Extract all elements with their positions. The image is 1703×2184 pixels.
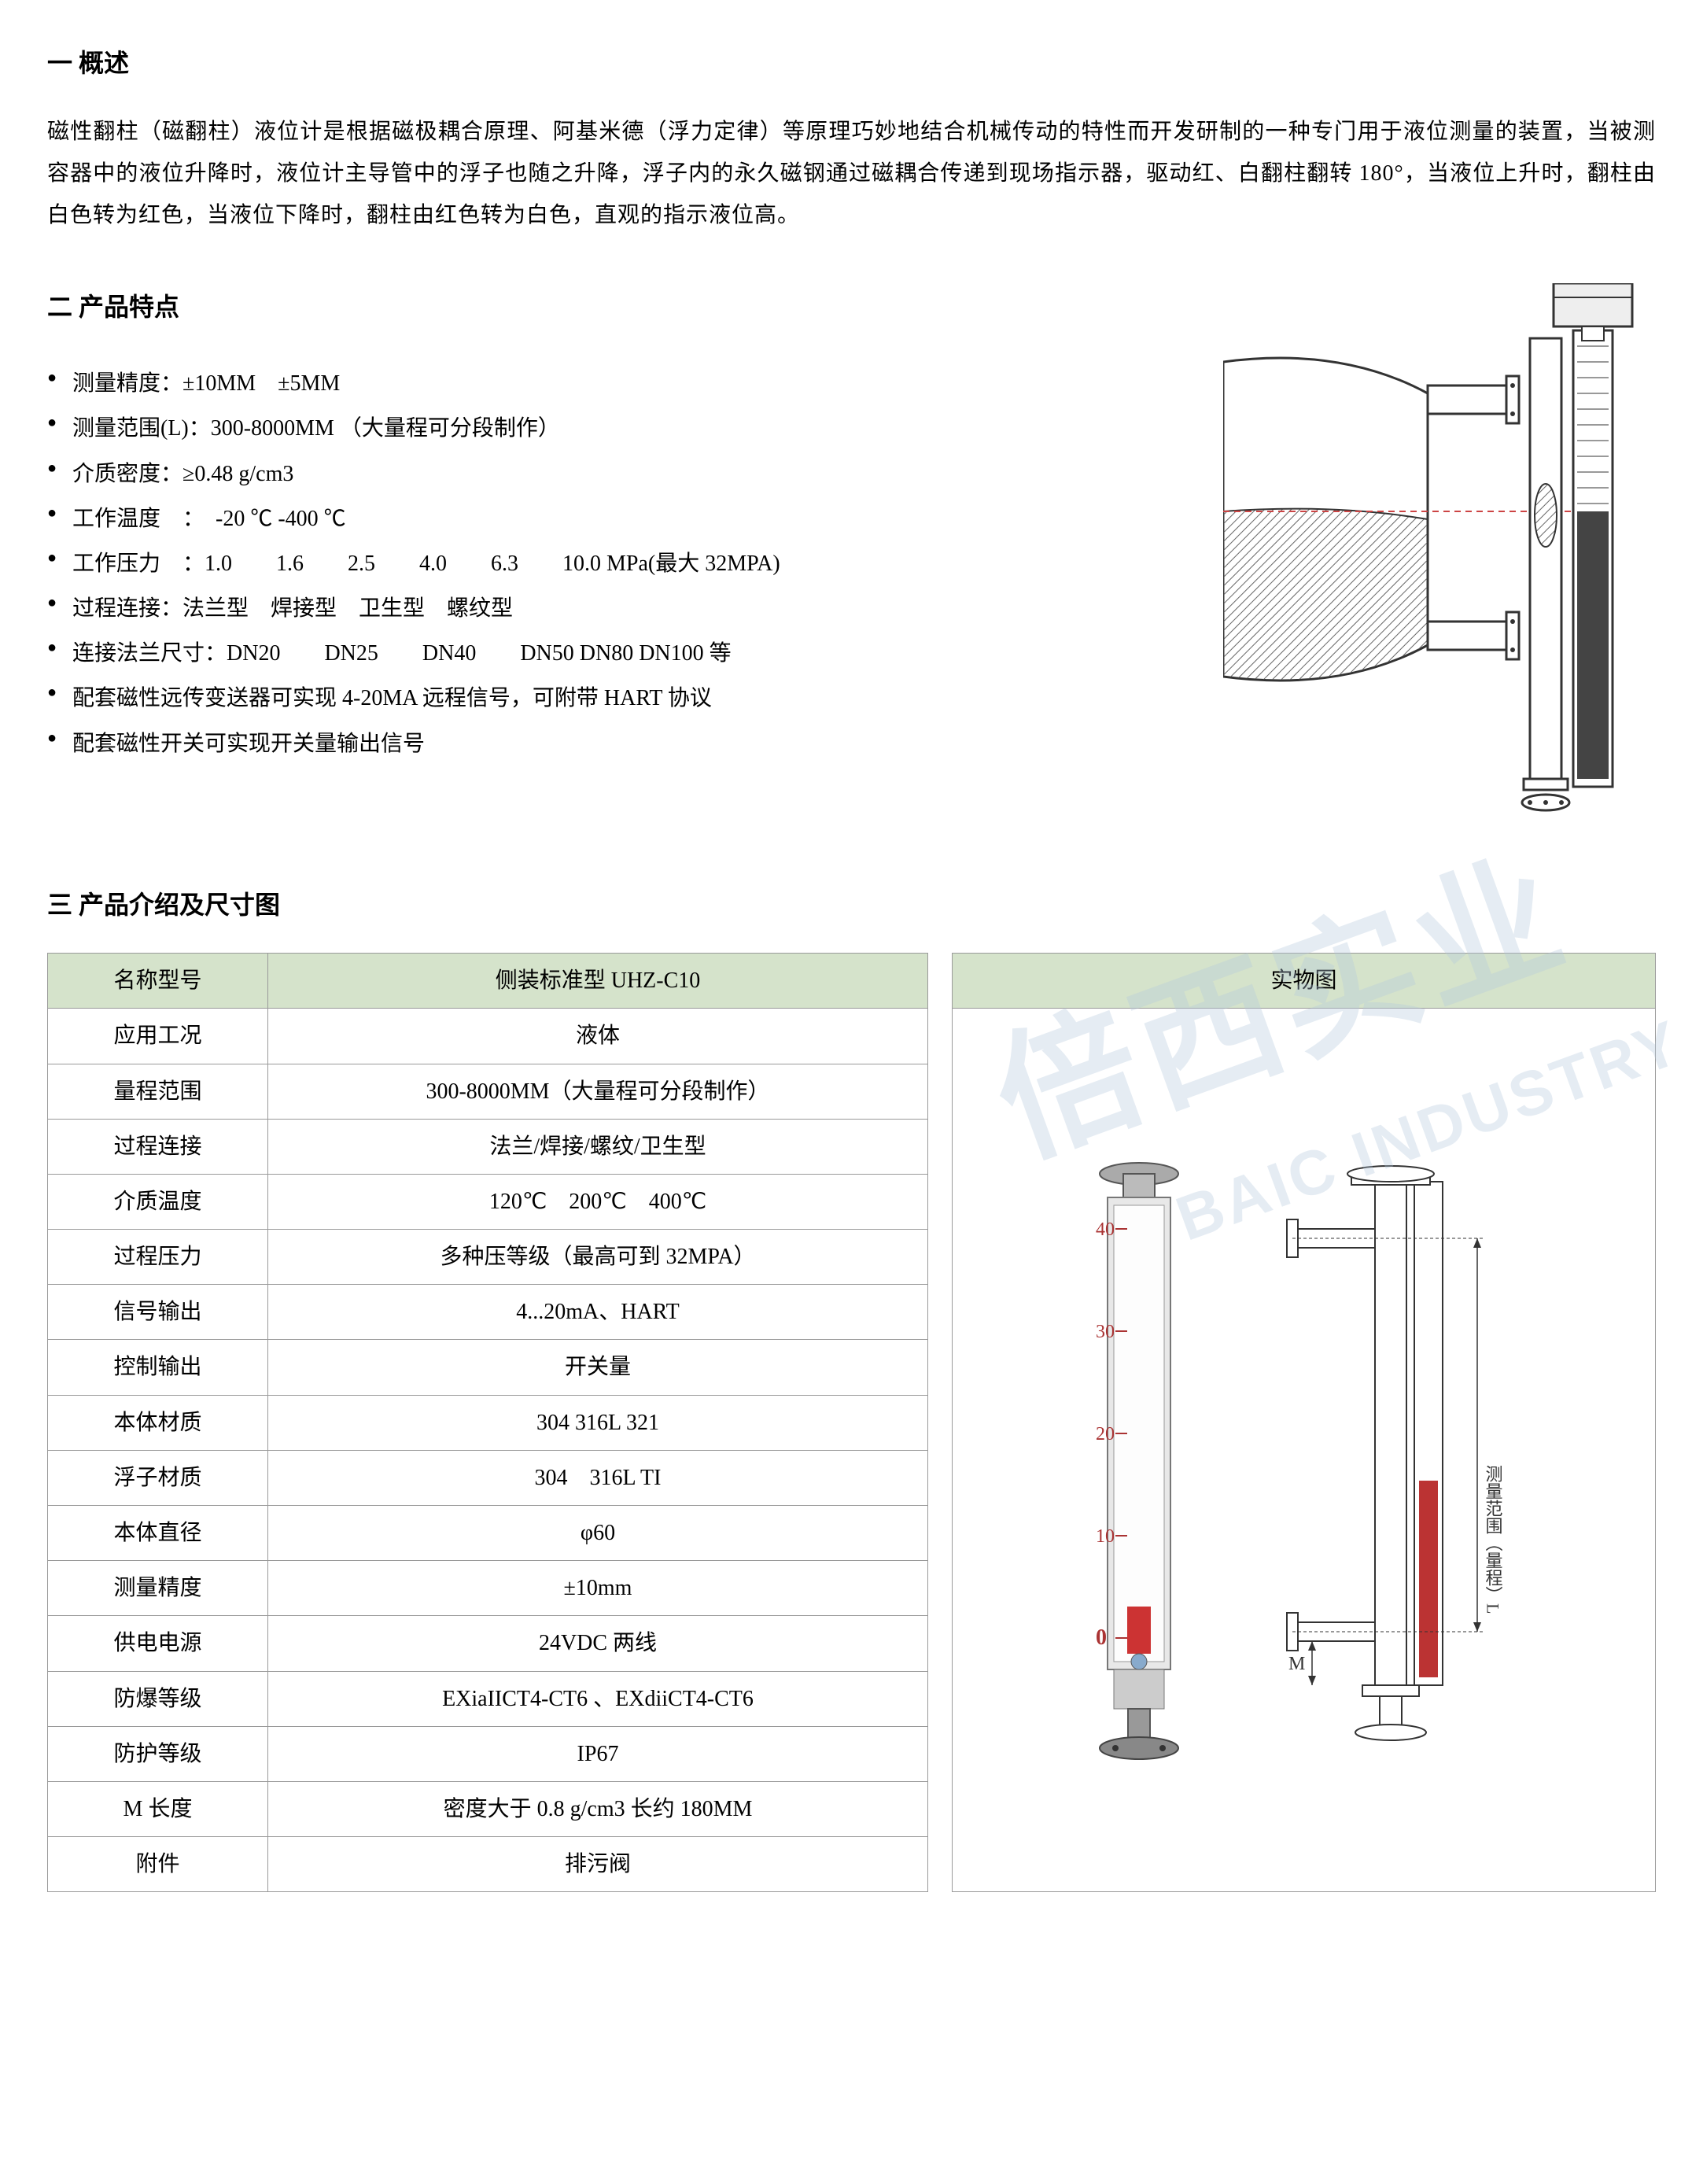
section-3-title: 三 产品介绍及尺寸图 (47, 881, 1656, 929)
schematic-svg (1223, 283, 1648, 834)
row-label: 过程压力 (48, 1230, 268, 1285)
row-label: 防护等级 (48, 1726, 268, 1781)
row-value: 排污阀 (268, 1837, 928, 1892)
row-value: 24VDC 两线 (268, 1616, 928, 1671)
section-features: 二 产品特点 测量精度：±10MM ±5MM测量范围(L)：300-8000MM… (47, 283, 1656, 834)
table-row: 防爆等级EXiaIICT4-CT6 、EXdiiCT4-CT6 (48, 1671, 928, 1726)
feature-item: 测量精度：±10MM ±5MM (47, 363, 1184, 404)
row-value: 法兰/焊接/螺纹/卫生型 (268, 1119, 928, 1174)
schematic-diagram (1215, 283, 1656, 834)
feature-item: 过程连接：法兰型 焊接型 卫生型 螺纹型 (47, 588, 1184, 629)
row-label: 信号输出 (48, 1285, 268, 1340)
row-label: 供电电源 (48, 1616, 268, 1671)
row-value: 液体 (268, 1009, 928, 1064)
image-column-header: 实物图 (953, 954, 1655, 1009)
row-label: 量程范围 (48, 1064, 268, 1119)
row-value: 304 316L TI (268, 1450, 928, 1505)
scale-0: 0 (1096, 1625, 1107, 1650)
row-label: 应用工况 (48, 1009, 268, 1064)
table-row: M 长度密度大于 0.8 g/cm3 长约 180MM (48, 1781, 928, 1836)
row-label: 控制输出 (48, 1340, 268, 1395)
table-row: 供电电源24VDC 两线 (48, 1616, 928, 1671)
table-row: 本体材质304 316L 321 (48, 1395, 928, 1450)
feature-item: 配套磁性开关可实现开关量输出信号 (47, 723, 1184, 765)
row-label: 测量精度 (48, 1561, 268, 1616)
row-label: 介质温度 (48, 1174, 268, 1229)
section-overview: 一 概述 磁性翻柱（磁翻柱）液位计是根据磁极耦合原理、阿基米德（浮力定律）等原理… (47, 39, 1656, 236)
table-row: 浮子材质304 316L TI (48, 1450, 928, 1505)
section-2-title: 二 产品特点 (47, 283, 1184, 331)
row-value: EXiaIICT4-CT6 、EXdiiCT4-CT6 (268, 1671, 928, 1726)
feature-item: 测量范围(L)：300-8000MM （大量程可分段制作） (47, 408, 1184, 449)
dimension-drawing-svg: 测量范围（量程）L M (1257, 1150, 1556, 1764)
section-1-title: 一 概述 (47, 39, 1656, 87)
table-row: 附件排污阀 (48, 1837, 928, 1892)
row-value: φ60 (268, 1506, 928, 1561)
table-row: 应用工况液体 (48, 1009, 928, 1064)
row-label: 防爆等级 (48, 1671, 268, 1726)
scale-20: 20 (1096, 1424, 1115, 1444)
product-image-column: 实物图 (952, 953, 1656, 1892)
row-label: 浮子材质 (48, 1450, 268, 1505)
row-value: 300-8000MM（大量程可分段制作） (268, 1064, 928, 1119)
row-value: IP67 (268, 1726, 928, 1781)
row-label: 本体直径 (48, 1506, 268, 1561)
row-value: 304 316L 321 (268, 1395, 928, 1450)
product-photo-svg: 40 30 20 10 0 (1052, 1150, 1226, 1764)
product-images: 40 30 20 10 0 (953, 1009, 1655, 1905)
header-value: 侧装标准型 UHZ-C10 (268, 954, 928, 1009)
row-value: 120℃ 200℃ 400℃ (268, 1174, 928, 1229)
row-value: 多种压等级（最高可到 32MPA） (268, 1230, 928, 1285)
table-row: 测量精度±10mm (48, 1561, 928, 1616)
spec-table: 名称型号 侧装标准型 UHZ-C10 应用工况液体量程范围300-8000MM（… (47, 953, 928, 1892)
table-row: 过程压力多种压等级（最高可到 32MPA） (48, 1230, 928, 1285)
feature-item: 工作温度 ： -20 ℃ -400 ℃ (47, 498, 1184, 540)
row-label: 附件 (48, 1837, 268, 1892)
table-row: 控制输出开关量 (48, 1340, 928, 1395)
table-row: 量程范围300-8000MM（大量程可分段制作） (48, 1064, 928, 1119)
feature-item: 介质密度：≥0.48 g/cm3 (47, 453, 1184, 495)
table-row: 防护等级IP67 (48, 1726, 928, 1781)
table-row: 介质温度120℃ 200℃ 400℃ (48, 1174, 928, 1229)
features-list: 测量精度：±10MM ±5MM测量范围(L)：300-8000MM （大量程可分… (47, 363, 1184, 765)
scale-40: 40 (1096, 1219, 1115, 1240)
row-label: 过程连接 (48, 1119, 268, 1174)
dim-label-L: 测量范围（量程）L (1483, 1465, 1502, 1614)
row-value: 4...20mA、HART (268, 1285, 928, 1340)
row-value: 开关量 (268, 1340, 928, 1395)
feature-item: 连接法兰尺寸：DN20 DN25 DN40 DN50 DN80 DN100 等 (47, 633, 1184, 674)
table-header-row: 名称型号 侧装标准型 UHZ-C10 (48, 954, 928, 1009)
table-row: 本体直径φ60 (48, 1506, 928, 1561)
row-label: M 长度 (48, 1781, 268, 1836)
table-row: 信号输出4...20mA、HART (48, 1285, 928, 1340)
spec-table-wrap: 倍西实业 BAIC INDUSTRY 名称型号 侧装标准型 UHZ-C10 应用… (47, 953, 1656, 1892)
row-value: 密度大于 0.8 g/cm3 长约 180MM (268, 1781, 928, 1836)
features-column: 二 产品特点 测量精度：±10MM ±5MM测量范围(L)：300-8000MM… (47, 283, 1184, 834)
feature-item: 工作压力 ：1.0 1.6 2.5 4.0 6.3 10.0 MPa(最大 32… (47, 543, 1184, 585)
feature-item: 配套磁性远传变送器可实现 4-20MA 远程信号，可附带 HART 协议 (47, 677, 1184, 719)
row-value: ±10mm (268, 1561, 928, 1616)
section-specs: 三 产品介绍及尺寸图 倍西实业 BAIC INDUSTRY 名称型号 侧装标准型… (47, 881, 1656, 1892)
scale-30: 30 (1096, 1322, 1115, 1342)
scale-10: 10 (1096, 1526, 1115, 1547)
dim-label-M: M (1288, 1654, 1305, 1674)
row-label: 本体材质 (48, 1395, 268, 1450)
overview-paragraph: 磁性翻柱（磁翻柱）液位计是根据磁极耦合原理、阿基米德（浮力定律）等原理巧妙地结合… (47, 111, 1656, 237)
table-row: 过程连接法兰/焊接/螺纹/卫生型 (48, 1119, 928, 1174)
header-label: 名称型号 (48, 954, 268, 1009)
